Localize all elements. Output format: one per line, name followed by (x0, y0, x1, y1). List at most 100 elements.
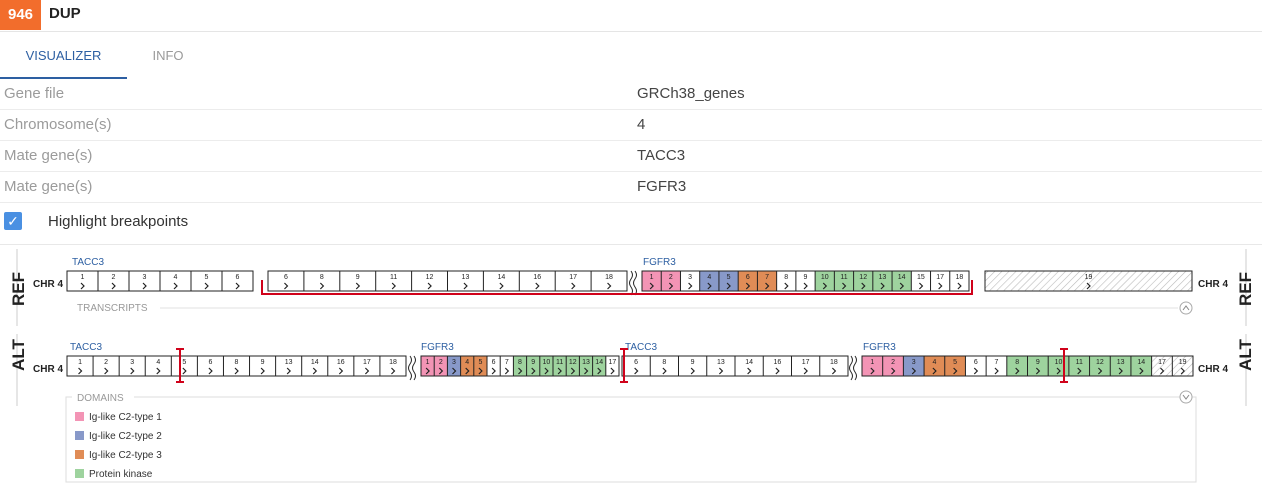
domain-legend-label: Ig-like C2-type 2 (89, 431, 162, 442)
strand-arrow (880, 282, 885, 290)
exon-number: 14 (745, 359, 753, 366)
exon-fill (473, 356, 487, 376)
domain-swatch (75, 431, 84, 440)
strand-arrow (649, 282, 654, 290)
strand-arrow (260, 367, 265, 375)
intron-region (985, 271, 1192, 291)
duplication-bracket (261, 280, 973, 295)
gene-outline (66, 355, 407, 377)
strand-arrow (571, 282, 576, 290)
domain-swatch (75, 412, 84, 421)
tab-visualizer[interactable]: VISUALIZER (0, 44, 127, 79)
strand-arrow (544, 367, 549, 375)
exon-number: 7 (995, 359, 999, 366)
strand-arrow (1015, 367, 1020, 375)
strand-arrow (499, 282, 504, 290)
strand-arrow (284, 282, 289, 290)
gene-outline (267, 270, 628, 292)
tab-info[interactable]: INFO (152, 48, 184, 63)
chr-label-ref-right: CHR 4 (1198, 279, 1228, 290)
field-label: Chromosome(s) (4, 116, 112, 133)
strand-arrow (662, 367, 667, 375)
gene-outline (641, 270, 970, 292)
exon-number: 18 (955, 274, 963, 281)
strand-arrow (427, 282, 432, 290)
highlight-breakpoints-checkbox[interactable]: ✓ (4, 212, 22, 230)
chr-label-alt-right: CHR 4 (1198, 364, 1228, 375)
divider (0, 244, 1262, 245)
exon-number: 4 (174, 274, 178, 281)
strand-arrow (312, 367, 318, 375)
exon-number: 10 (1055, 359, 1063, 366)
gene-outline (420, 355, 620, 377)
strand-arrow (1160, 367, 1165, 375)
transcripts-collapse-icon (1179, 301, 1193, 315)
break-squiggle (853, 355, 857, 381)
strand-arrow (130, 367, 135, 375)
exon-number: 3 (688, 274, 692, 281)
strand-arrow (842, 282, 847, 290)
strand-arrow (1077, 367, 1082, 375)
highlight-breakpoints-label[interactable]: Highlight breakpoints (48, 213, 189, 230)
exon-fill (872, 271, 893, 291)
strand-arrow (319, 282, 325, 290)
exon-fill (592, 356, 606, 376)
exon-number: 6 (492, 359, 496, 366)
strand-arrow (391, 367, 396, 375)
gene-outline (66, 270, 254, 292)
exon-number: 16 (533, 274, 541, 281)
exon-number: 17 (802, 359, 810, 366)
field-label: Mate gene(s) (4, 147, 93, 164)
gene-label-tacc3: TACC3 (625, 342, 657, 353)
exon-fill (718, 271, 739, 291)
exon-fill (924, 356, 945, 376)
gene-outline (861, 355, 1194, 377)
exon-number: 9 (261, 359, 265, 366)
alt-label-left: ALT (9, 338, 28, 370)
strand-arrow (747, 367, 752, 375)
strand-arrow (1118, 367, 1123, 375)
gene-label-fgfr3: FGFR3 (863, 342, 896, 353)
exon-number: 16 (773, 359, 781, 366)
strand-arrow (518, 367, 523, 375)
exon-fill (834, 271, 854, 291)
exon-number: 6 (284, 274, 288, 281)
strand-arrow (364, 367, 370, 375)
exon-number: 9 (531, 359, 535, 366)
exon-number: 17 (363, 359, 371, 366)
ref-label-left: REF (9, 272, 28, 306)
exon-number: 6 (208, 359, 212, 366)
exon-fill (853, 271, 873, 291)
strand-arrow (182, 367, 187, 375)
strand-arrow (911, 367, 917, 375)
strand-arrow (822, 282, 828, 290)
exon-fill (699, 271, 719, 291)
strand-arrow (745, 282, 751, 290)
break-squiggle (412, 355, 416, 381)
strand-arrow (111, 282, 116, 290)
exon-number: 8 (662, 359, 666, 366)
domains-label: DOMAINS (77, 393, 124, 404)
exon-number: 17 (1158, 359, 1166, 366)
exon-number: 9 (356, 274, 360, 281)
exon-number: 8 (518, 359, 522, 366)
event-id-badge: 946 (0, 0, 41, 30)
strand-arrow (1180, 367, 1186, 375)
exon-number: 11 (1076, 359, 1083, 366)
alt-fgfr3-segment-1: 1 2 3 4 5 6 7 8 9 10 11 12 13 14 17 (420, 355, 620, 377)
exon-number: 16 (337, 359, 345, 366)
exon-fill (892, 271, 912, 291)
exon-fill (553, 356, 567, 376)
strand-arrow (1086, 282, 1091, 290)
ref-tacc3-segment-1: 1 2 3 4 5 6 (66, 270, 254, 292)
exon-fill (944, 356, 966, 376)
domain-legend-label: Ig-like C2-type 1 (89, 412, 162, 423)
strand-arrow (610, 367, 615, 375)
exon-number: 12 (859, 274, 867, 281)
strand-arrow (597, 367, 602, 375)
strand-arrow (504, 367, 510, 375)
exon-number: 18 (389, 359, 397, 366)
exon-number: 13 (879, 274, 887, 281)
exon-number: 1 (78, 359, 82, 366)
break-squiggle (408, 355, 412, 381)
